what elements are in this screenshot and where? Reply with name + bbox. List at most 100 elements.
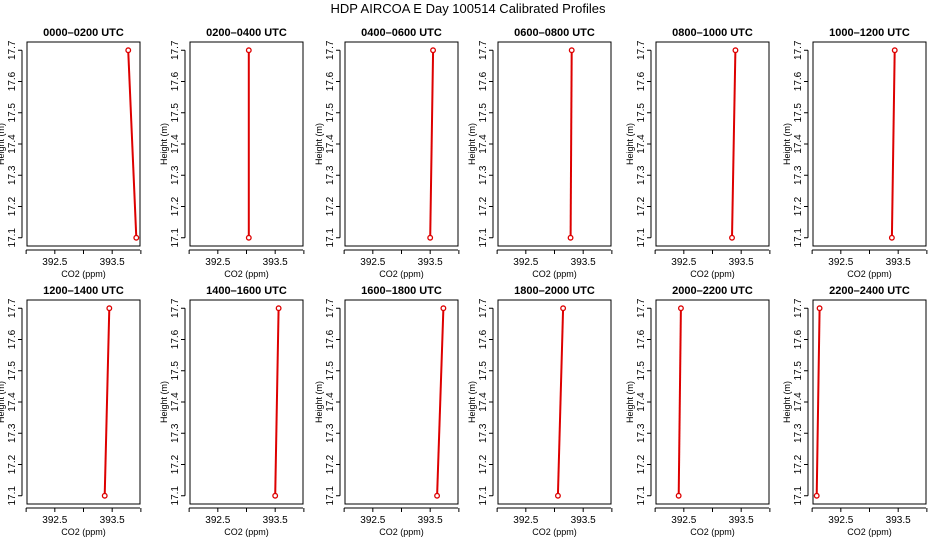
x-tick-label: 393.5 [418, 515, 443, 526]
profile-line [429, 50, 435, 238]
y-tick-label: 17.1 [7, 228, 18, 248]
panel-title: 0800–1000 UTC [672, 27, 753, 39]
data-point [275, 305, 282, 312]
y-tick-label: 17.2 [793, 196, 804, 216]
y-tick-label: 17.7 [170, 40, 181, 60]
x-tick-label: 392.5 [828, 257, 853, 268]
y-tick-label: 17.2 [325, 454, 336, 474]
y-axis-label: Height (m) [467, 123, 477, 165]
y-tick-label: 17.5 [636, 103, 647, 123]
y-tick-label: 17.5 [793, 103, 804, 123]
profile-line [890, 50, 896, 238]
panel-title: 1400–1600 UTC [206, 285, 287, 297]
x-tick-label: 392.5 [828, 515, 853, 526]
data-point [133, 234, 140, 241]
x-tick-label: 392.5 [671, 257, 696, 268]
data-point [732, 47, 739, 54]
x-tick-label: 392.5 [360, 515, 385, 526]
y-tick-label: 17.3 [636, 423, 647, 443]
data-point [106, 305, 113, 312]
plot-frame [497, 41, 612, 247]
profile-line [556, 308, 565, 496]
y-tick-label: 17.5 [325, 361, 336, 381]
data-point [813, 492, 820, 499]
y-tick-label: 17.4 [7, 392, 18, 412]
x-tick-label: 393.5 [100, 515, 125, 526]
y-tick-label: 17.5 [636, 361, 647, 381]
y-axis-label: Height (m) [625, 381, 635, 423]
y-tick-label: 17.2 [325, 196, 336, 216]
y-axis-label: Height (m) [314, 381, 324, 423]
y-tick-label: 17.7 [325, 298, 336, 318]
panel-title: 2000–2200 UTC [672, 285, 753, 297]
y-tick-label: 17.2 [7, 196, 18, 216]
x-tick-label: 393.5 [729, 515, 754, 526]
data-point [568, 47, 575, 54]
data-point [554, 492, 561, 499]
data-point [677, 305, 684, 312]
y-tick-label: 17.6 [793, 329, 804, 349]
plot-frame [189, 299, 304, 505]
profile-line [127, 50, 138, 238]
y-tick-label: 17.5 [478, 361, 489, 381]
profile-line [103, 308, 111, 496]
x-tick-label: 393.5 [571, 257, 596, 268]
panel-title: 1800–2000 UTC [514, 285, 595, 297]
x-tick-label: 392.5 [513, 257, 538, 268]
y-tick-label: 17.1 [7, 486, 18, 506]
x-axis-label: CO2 (ppm) [532, 527, 577, 537]
y-tick-label: 17.7 [325, 40, 336, 60]
data-point [101, 492, 108, 499]
y-tick-label: 17.3 [7, 423, 18, 443]
panel-title: 1600–1800 UTC [361, 285, 442, 297]
y-axis-label: Height (m) [0, 381, 6, 423]
x-axis-label: CO2 (ppm) [690, 527, 735, 537]
y-tick-label: 17.5 [170, 361, 181, 381]
profile-line [274, 308, 280, 496]
x-axis-label: CO2 (ppm) [379, 269, 424, 279]
y-tick-label: 17.4 [636, 392, 647, 412]
y-tick-label: 17.6 [325, 329, 336, 349]
y-tick-label: 17.2 [170, 196, 181, 216]
x-tick-label: 392.5 [42, 257, 67, 268]
plot-frame [344, 41, 459, 247]
data-point [434, 492, 441, 499]
x-axis-label: CO2 (ppm) [690, 269, 735, 279]
y-tick-label: 17.5 [7, 103, 18, 123]
y-tick-label: 17.2 [793, 454, 804, 474]
data-point [272, 492, 279, 499]
x-tick-label: 392.5 [513, 515, 538, 526]
y-tick-label: 17.2 [478, 454, 489, 474]
data-point [888, 234, 895, 241]
y-tick-label: 17.3 [478, 165, 489, 185]
y-axis-label: Height (m) [625, 123, 635, 165]
profile-line [569, 50, 573, 238]
panel-title: 0200–0400 UTC [206, 27, 287, 39]
y-tick-label: 17.1 [325, 228, 336, 248]
data-point [675, 492, 682, 499]
plot-frame [26, 299, 141, 505]
data-point [560, 305, 567, 312]
y-tick-label: 17.3 [793, 165, 804, 185]
profile-line [677, 308, 682, 496]
x-tick-label: 393.5 [886, 257, 911, 268]
y-axis-label: Height (m) [467, 381, 477, 423]
y-tick-label: 17.3 [325, 165, 336, 185]
y-tick-label: 17.3 [478, 423, 489, 443]
y-tick-label: 17.1 [636, 486, 647, 506]
y-tick-label: 17.7 [170, 298, 181, 318]
y-tick-label: 17.2 [478, 196, 489, 216]
y-axis-label: Height (m) [159, 123, 169, 165]
y-tick-label: 17.3 [636, 165, 647, 185]
y-axis-label: Height (m) [782, 123, 792, 165]
y-tick-label: 17.7 [478, 40, 489, 60]
y-tick-label: 17.3 [325, 423, 336, 443]
y-tick-label: 17.1 [170, 486, 181, 506]
